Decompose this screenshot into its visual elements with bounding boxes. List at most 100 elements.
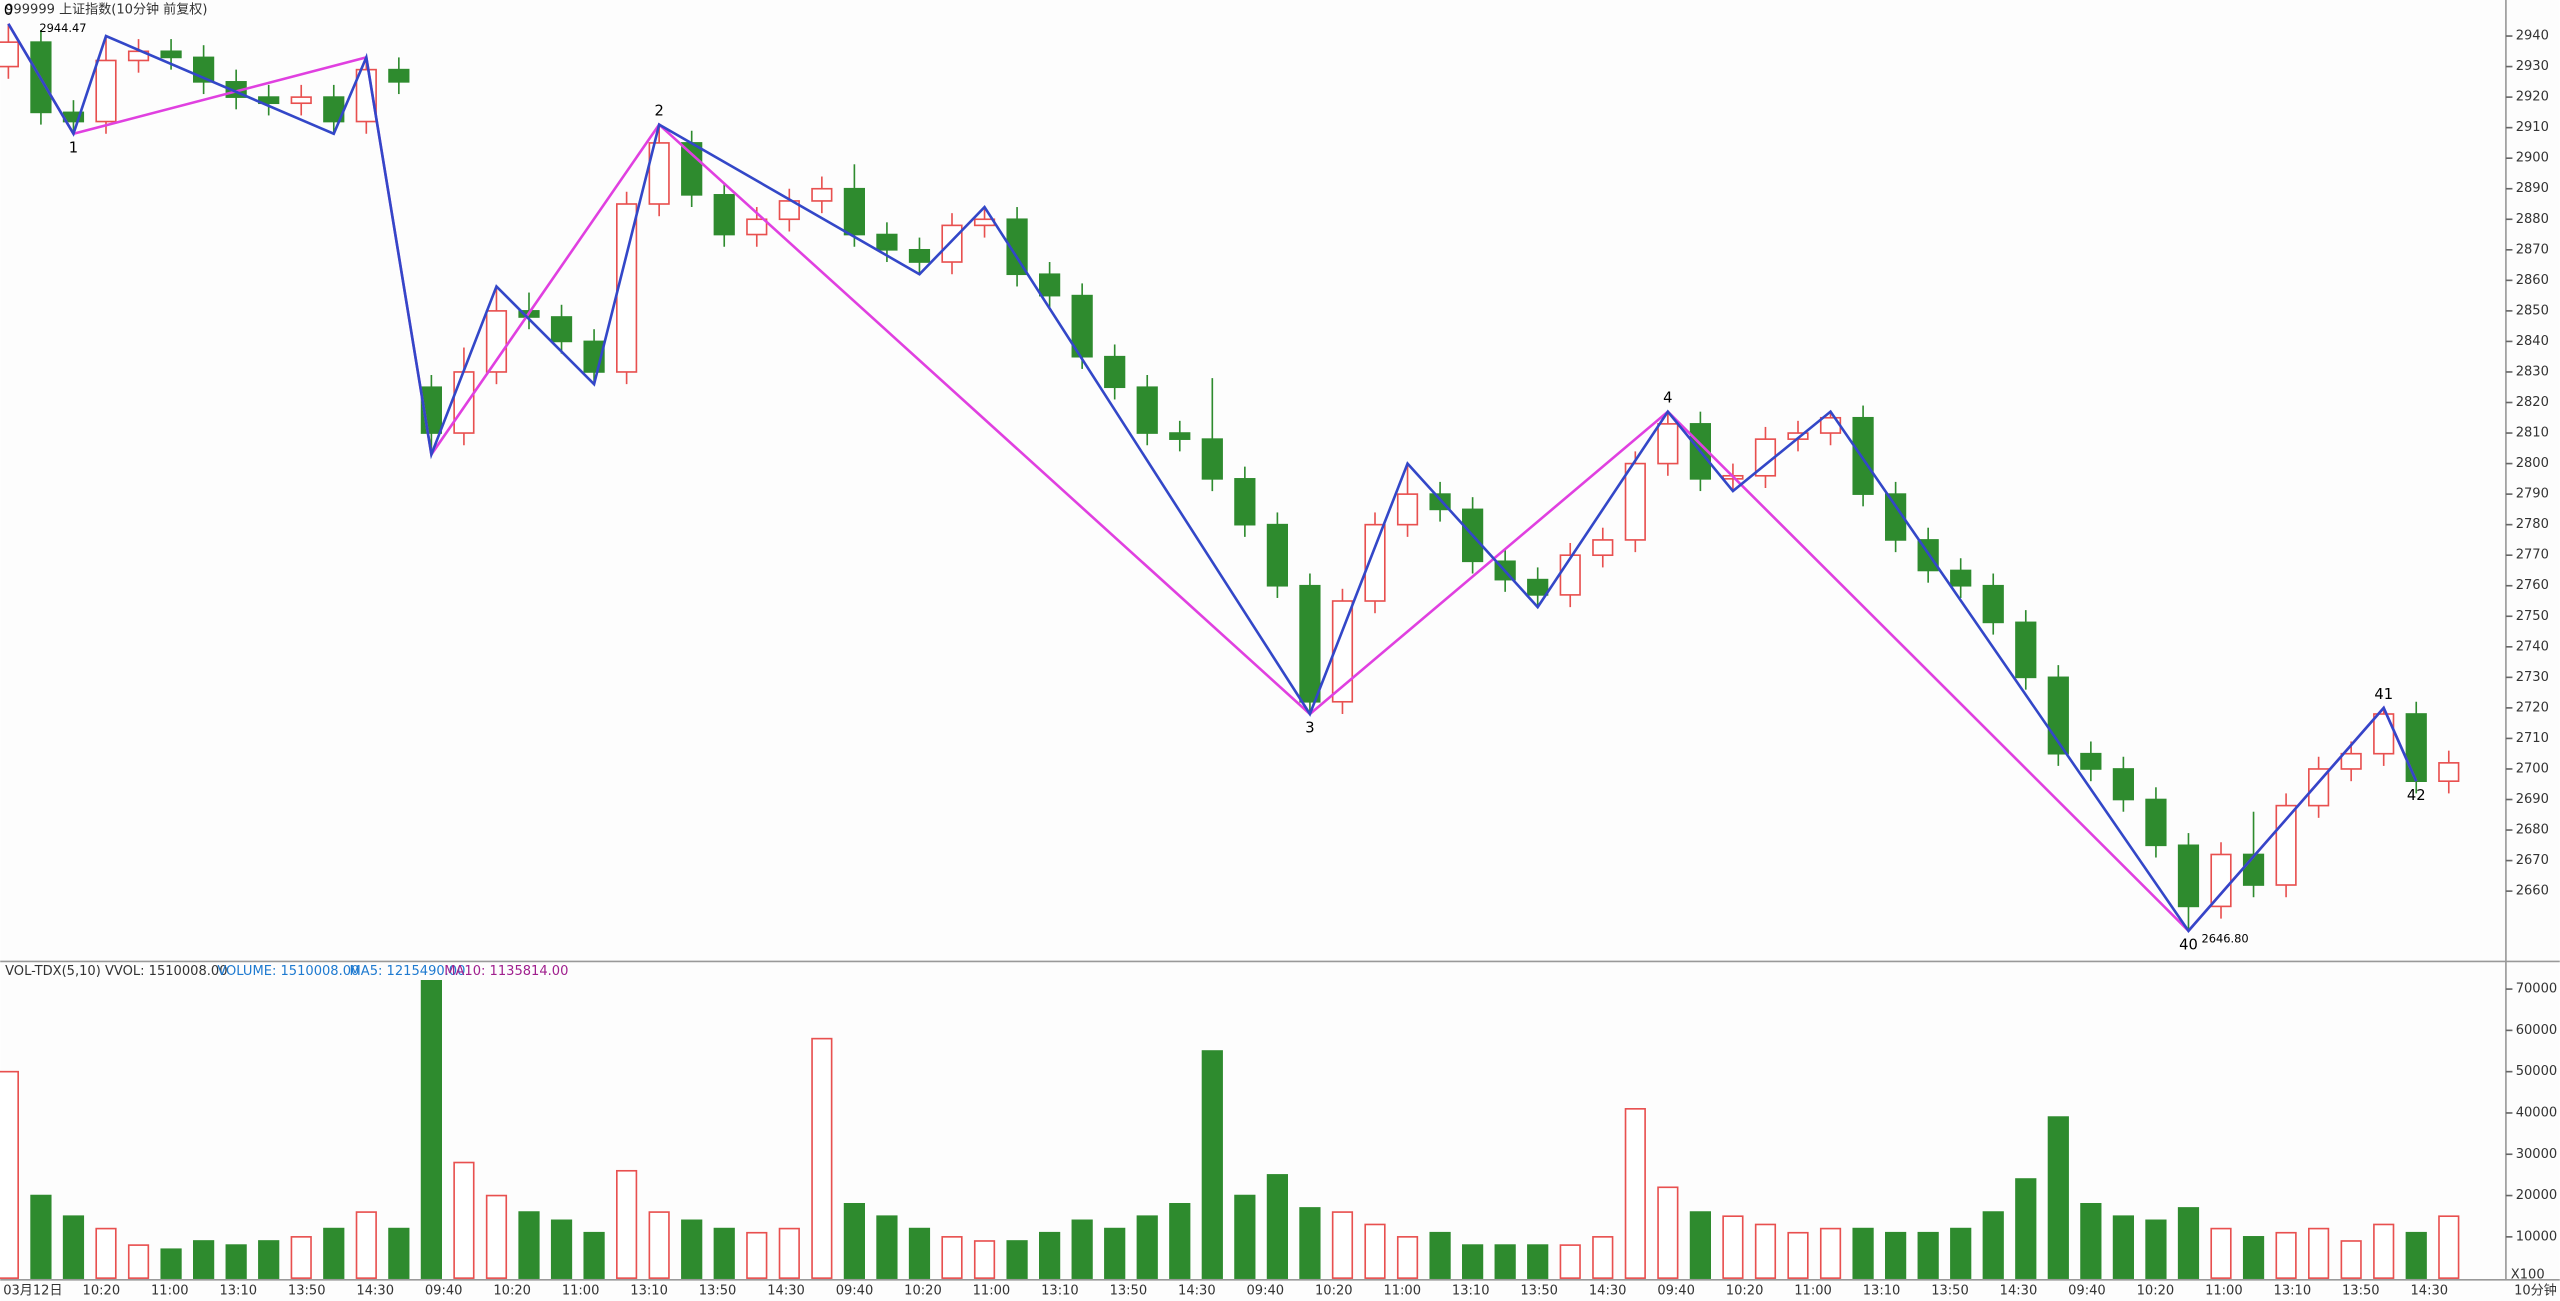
volume-bar xyxy=(1104,1227,1126,1279)
volume-bar xyxy=(941,1236,963,1279)
volume-bar xyxy=(290,1236,312,1279)
candle-body xyxy=(908,248,931,263)
volume-bar xyxy=(62,1215,85,1279)
candle-body xyxy=(876,233,898,251)
candle-body xyxy=(1039,273,1061,297)
volume-bar xyxy=(1136,1215,1158,1279)
volume-bar xyxy=(518,1211,540,1279)
volume-bar xyxy=(323,1227,345,1279)
x-tick-label: 11:00 xyxy=(2205,1284,2243,1299)
vol-tick-label: 20000 xyxy=(2516,1188,2558,1203)
volume-bar xyxy=(355,1211,377,1279)
volume-bar xyxy=(1396,1236,1419,1279)
vol-tick-label: 50000 xyxy=(2516,1064,2558,1079)
volume-bar xyxy=(1169,1202,1191,1279)
y-tick-label: 2880 xyxy=(2516,212,2549,227)
candle-body xyxy=(1299,584,1321,703)
volume-bar xyxy=(2405,1231,2427,1279)
volume-bar xyxy=(127,1244,150,1279)
x-tick-label: 09:40 xyxy=(1657,1284,1695,1299)
volume-bar xyxy=(1039,1231,1061,1279)
candle-body xyxy=(453,371,475,434)
volume-bar xyxy=(1071,1219,1093,1279)
candle-body xyxy=(2080,752,2102,770)
candle-body xyxy=(1266,523,1288,587)
y-tick-label: 2830 xyxy=(2516,364,2549,379)
volume-bar xyxy=(2242,1236,2265,1279)
volume-bar xyxy=(2438,1215,2460,1279)
volume-bar xyxy=(1494,1244,1516,1279)
candle-body xyxy=(2340,752,2362,770)
x-tick-label: 13:50 xyxy=(1520,1284,1558,1299)
volume-bar xyxy=(746,1231,768,1279)
candle-body xyxy=(0,41,19,68)
volume-bar xyxy=(258,1240,280,1279)
volume-bar xyxy=(681,1219,703,1279)
candle-body xyxy=(1169,432,1191,440)
x-tick-label: 11:00 xyxy=(1383,1284,1421,1299)
y-tick-label: 2820 xyxy=(2516,395,2549,410)
vol-ma5: MA5: 1215490.00 xyxy=(350,964,466,979)
y-tick-label: 2660 xyxy=(2516,884,2549,899)
x-tick-label: 10:20 xyxy=(493,1284,531,1299)
pivot-label: 0 xyxy=(4,2,13,19)
vol-tick-label: 70000 xyxy=(2516,982,2558,997)
y-tick-label: 2790 xyxy=(2516,487,2549,502)
volume-bar xyxy=(2047,1116,2069,1279)
candle-body xyxy=(1006,218,1028,276)
y-tick-label: 2920 xyxy=(2516,90,2549,105)
candle-body xyxy=(713,194,735,236)
volume-bar xyxy=(1657,1186,1679,1279)
y-tick-label: 2900 xyxy=(2516,151,2549,166)
volume-bar xyxy=(388,1227,410,1279)
volume-bar xyxy=(550,1219,573,1279)
volume-bar xyxy=(1689,1211,1712,1279)
volume-bar xyxy=(1331,1211,1354,1279)
volume-bar xyxy=(1754,1223,1777,1279)
x-tick-label: 13:10 xyxy=(2274,1284,2312,1299)
volume-bar xyxy=(1819,1227,1842,1279)
volume-bar xyxy=(95,1227,117,1279)
candle-body xyxy=(746,218,768,236)
volume-bar xyxy=(973,1240,996,1279)
x-tick-label: 09:40 xyxy=(1247,1284,1285,1299)
period: 10分钟 xyxy=(2514,1283,2557,1299)
candle-body xyxy=(778,200,800,221)
volume-bar xyxy=(778,1227,800,1279)
volume-bar xyxy=(1559,1244,1581,1279)
candle-body xyxy=(1234,478,1256,526)
candle-body xyxy=(2438,762,2460,782)
pivot-label: 1 xyxy=(69,139,78,156)
candle-body xyxy=(2210,853,2232,908)
candle-body xyxy=(2112,768,2135,801)
y-tick-label: 2730 xyxy=(2516,670,2549,685)
x-tick-label: 11:00 xyxy=(1794,1284,1832,1299)
y-tick-label: 2690 xyxy=(2516,792,2549,807)
pivot-label: 2 xyxy=(654,103,663,120)
candle-body xyxy=(1559,554,1581,596)
vol-tick-label: 40000 xyxy=(2516,1105,2558,1120)
candle-body xyxy=(1852,416,1874,495)
y-tick-label: 2940 xyxy=(2516,29,2549,44)
volume-bar xyxy=(1429,1231,1451,1279)
volume-bar xyxy=(2373,1223,2395,1279)
y-tick-label: 2870 xyxy=(2516,242,2549,257)
candle-body xyxy=(941,224,963,263)
swing-line xyxy=(7,23,2418,933)
high-annotation: 2944.47 xyxy=(39,21,86,35)
vol-tick-label: 30000 xyxy=(2516,1147,2558,1162)
volume-bar xyxy=(1982,1211,2004,1279)
volume-bar xyxy=(420,980,442,1279)
x-tick-label: 13:10 xyxy=(1452,1284,1490,1299)
volume-bar xyxy=(843,1202,865,1279)
volume-bar xyxy=(1722,1215,1744,1279)
x-tick-label: 10:20 xyxy=(83,1284,121,1299)
candle-body xyxy=(1364,523,1386,602)
candle-body xyxy=(1624,462,1646,541)
volume-bar xyxy=(1006,1240,1028,1279)
x-tick-label: 10:20 xyxy=(2137,1284,2175,1299)
x-tick-label: 03月12日 xyxy=(3,1284,62,1299)
volume-bar xyxy=(2112,1215,2135,1279)
volume-bar xyxy=(1462,1244,1484,1279)
